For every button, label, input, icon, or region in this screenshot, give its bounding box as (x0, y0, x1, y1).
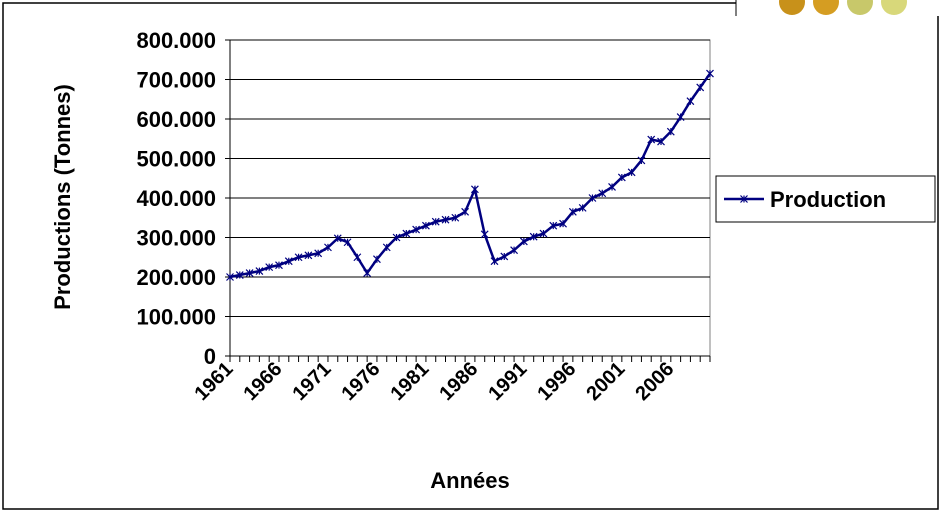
x-axis-title: Années (430, 468, 509, 493)
y-tick-label: 200.000 (136, 265, 216, 290)
y-tick-label: 600.000 (136, 107, 216, 132)
legend-label: Production (770, 187, 886, 212)
chart: Années Productions (Tonnes) 0100.000200.… (0, 0, 944, 512)
corner-decoration (736, 0, 944, 16)
y-tick-label: 700.000 (136, 68, 216, 93)
y-tick-label: 100.000 (136, 305, 216, 330)
y-tick-label: 300.000 (136, 226, 216, 251)
y-axis-title: Productions (Tonnes) (50, 84, 75, 310)
y-tick-label: 800.000 (136, 28, 216, 53)
y-tick-label: 400.000 (136, 186, 216, 211)
y-tick-label: 500.000 (136, 147, 216, 172)
